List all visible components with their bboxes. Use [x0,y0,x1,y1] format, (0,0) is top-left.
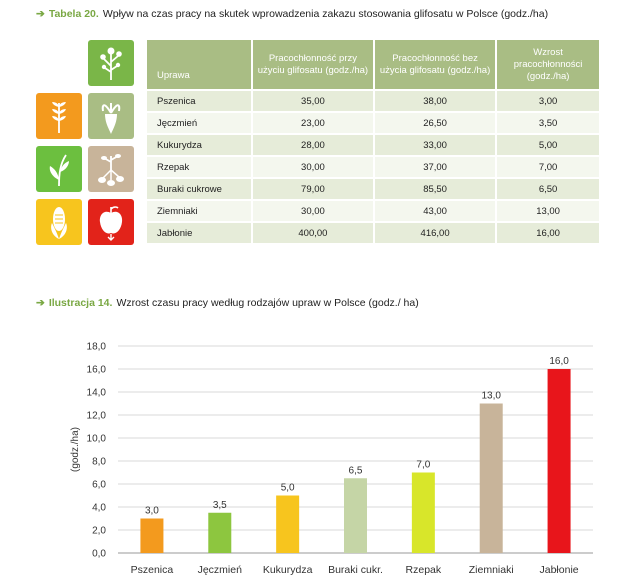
table-row: Rzepak 30,00 37,00 7,00 [147,155,599,178]
y-tick-label: 12,0 [87,411,107,422]
bar [479,403,503,553]
crop-cell: Kukurydza [147,133,253,156]
table-row: Ziemniaki 30,00 43,00 13,00 [147,199,599,222]
value-cell: 85,50 [374,177,498,200]
crop-cell: Ziemniaki [147,199,253,222]
table-row: Pszenica 35,00 38,00 3,00 [147,89,599,112]
y-tick-label: 18,0 [87,342,107,353]
header-crop: Uprawa [147,40,253,90]
value-cell: 37,00 [374,155,498,178]
apple-icon [88,199,134,245]
value-cell: 13,00 [496,199,599,222]
value-cell: 38,00 [374,89,498,112]
y-tick-label: 10,0 [87,434,107,445]
arrow-right-icon: ➔ [36,8,45,20]
y-tick-label: 14,0 [87,388,107,399]
y-tick-label: 0,0 [92,549,106,560]
chart-caption: ➔ Ilustracja 14. Wzrost czasu pracy według… [36,297,419,309]
chart-caption-label: Ilustracja 14. [48,297,113,309]
bar [344,478,367,553]
labor-table: Uprawa Pracochłonność przy użyciu glifos… [147,40,599,243]
barley-icon [36,146,82,192]
data-label: 13,0 [481,391,501,402]
header-increase: Wzrost pracochłonności (godz./ha) [496,40,599,90]
potato-plant-icon [88,146,134,192]
x-tick-label: Buraki cukr. [328,564,383,576]
value-cell: 23,00 [251,111,376,134]
bar [547,369,571,553]
value-cell: 28,00 [251,133,376,156]
y-tick-label: 4,0 [92,503,106,514]
crop-cell: Rzepak [147,155,253,178]
header-without-glyphosate: Pracochłonność bez użycia glifosatu (god… [374,40,498,90]
arrow-right-icon: ➔ [36,297,45,309]
sugar-beet-icon [88,93,134,139]
value-cell: 6,50 [496,177,599,200]
value-cell: 7,00 [496,155,599,178]
table-caption: ➔ Tabela 20. Wpływ na czas pracy na skutek… [36,8,548,20]
data-label: 16,0 [549,356,569,367]
value-cell: 79,00 [251,177,376,200]
table-row: Kukurydza 28,00 33,00 5,00 [147,133,599,156]
value-cell: 16,00 [496,221,599,243]
bar [411,472,435,553]
value-cell: 400,00 [251,221,376,243]
value-cell: 26,50 [374,111,498,134]
bar [140,518,164,553]
x-tick-label: Pszenica [131,564,174,576]
x-tick-label: Kukurydza [263,564,313,576]
table-row: Buraki cukrowe 79,00 85,50 6,50 [147,177,599,200]
value-cell: 3,00 [496,89,599,112]
wheat-icon [36,93,82,139]
value-cell: 416,00 [374,221,498,243]
corn-icon [36,199,82,245]
value-cell: 5,00 [496,133,599,156]
crop-cell: Jęczmień [147,111,253,134]
bar-chart: 0,0 2,0 4,0 6,0 8,0 10,0 12,0 14,0 16,0 18,0 (godz… [70,342,593,576]
value-cell: 33,00 [374,133,498,156]
y-tick-label: 6,0 [92,480,106,491]
table-caption-text: Wpływ na czas pracy na skutek wprowadzen… [102,8,549,20]
table-header-row: Uprawa Pracochłonność przy użyciu glifos… [147,40,599,90]
x-tick-label: Jęczmień [198,564,243,576]
y-tick-label: 16,0 [87,365,107,376]
data-label: 3,0 [145,506,159,517]
crop-cell: Buraki cukrowe [147,177,253,200]
table-row: Jęczmień 23,00 26,50 3,50 [147,111,599,134]
table-caption-label: Tabela 20. [48,8,99,20]
value-cell: 43,00 [374,199,498,222]
crop-cell: Pszenica [147,89,253,112]
x-tick-label: Rzepak [406,564,442,576]
header-with-glyphosate: Pracochłonność przy użyciu glifosatu (go… [251,40,376,90]
data-label: 5,0 [281,483,295,494]
crop-cell: Jabłonie [147,221,253,243]
data-label: 7,0 [416,460,430,471]
x-tick-label: Ziemniaki [469,564,514,576]
value-cell: 3,50 [496,111,599,134]
x-tick-label: Jabłonie [540,564,579,576]
data-label: 6,5 [349,465,363,476]
bar [208,512,232,553]
y-tick-label: 2,0 [92,526,106,537]
value-cell: 35,00 [251,89,376,112]
y-axis-label: (godz./ha) [70,427,81,472]
bar [276,495,300,553]
value-cell: 30,00 [251,199,376,222]
rapeseed-plant-icon [88,40,134,86]
data-label: 3,5 [213,500,227,511]
table-row: Jabłonie 400,00 416,00 16,00 [147,221,599,243]
chart-caption-text: Wzrost czasu pracy według rodzajów upraw… [116,297,419,309]
y-tick-label: 8,0 [92,457,106,468]
value-cell: 30,00 [251,155,376,178]
